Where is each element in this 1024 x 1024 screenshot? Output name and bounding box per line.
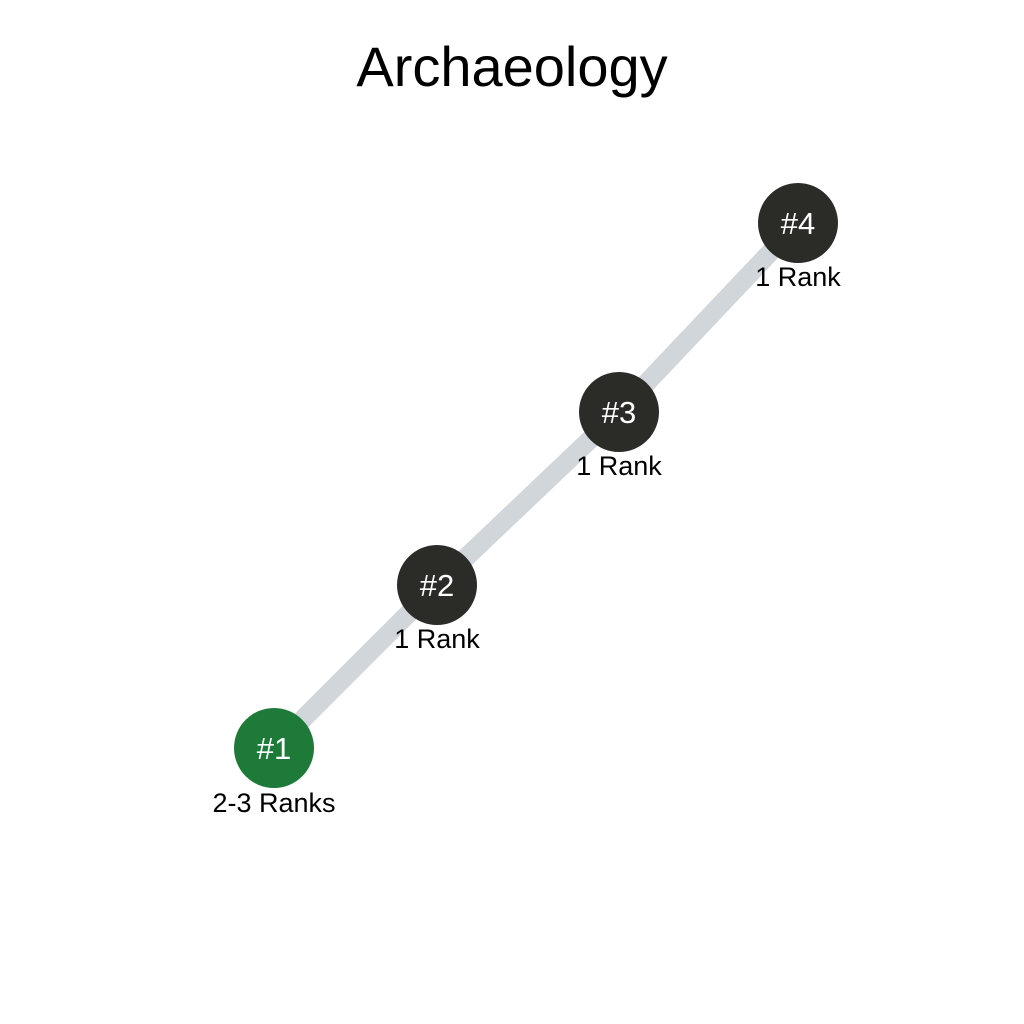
node-label: #1 xyxy=(257,731,291,766)
node-circle[interactable] xyxy=(397,545,477,625)
node-label: #3 xyxy=(602,395,636,430)
connector-3-4 xyxy=(612,216,805,419)
node-circle[interactable] xyxy=(579,372,659,452)
skill-node-3[interactable]: #3 1 Rank xyxy=(576,372,662,481)
page-title: Archaeology xyxy=(356,35,668,98)
node-circle[interactable] xyxy=(234,708,314,788)
connector-2-3 xyxy=(430,405,626,592)
skill-node-2[interactable]: #2 1 Rank xyxy=(394,545,480,654)
connector-lines xyxy=(267,216,805,755)
node-circle[interactable] xyxy=(758,183,838,263)
node-label: #4 xyxy=(781,206,815,241)
node-ranks: 1 Rank xyxy=(394,624,480,654)
node-ranks: 1 Rank xyxy=(576,451,662,481)
node-ranks: 1 Rank xyxy=(755,262,841,292)
node-label: #2 xyxy=(420,568,454,603)
skill-node-1[interactable]: #1 2-3 Ranks xyxy=(212,708,336,818)
skill-node-4[interactable]: #4 1 Rank xyxy=(755,183,841,292)
node-ranks: 2-3 Ranks xyxy=(212,788,335,818)
